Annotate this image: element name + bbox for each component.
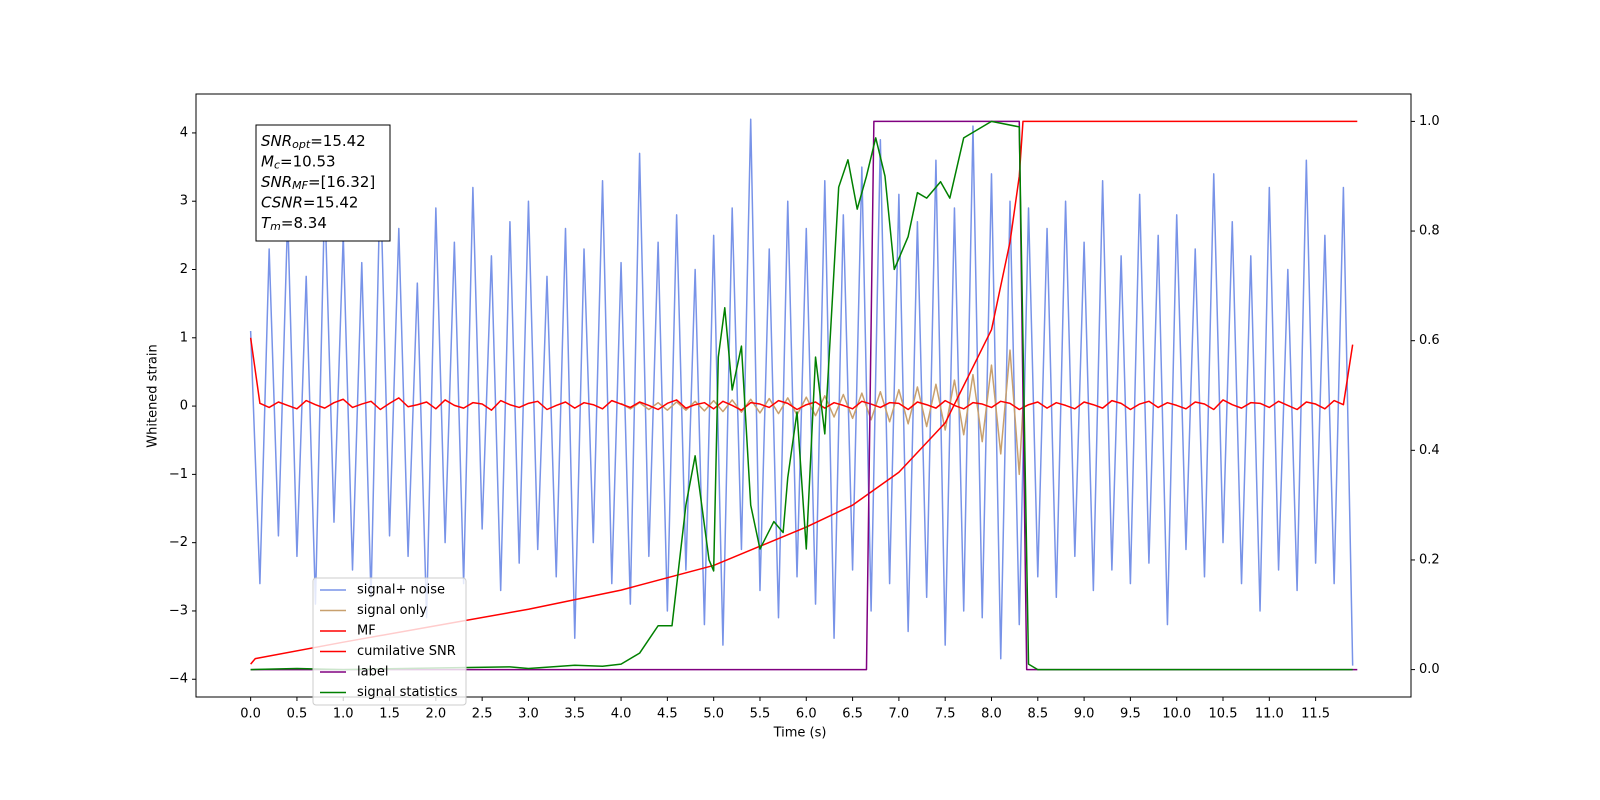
annotation-symbol: SNR (261, 173, 292, 191)
y-tick-label: −1 (169, 467, 188, 482)
annotation: Tm=8.34 (261, 214, 327, 234)
plot-frame (195, 93, 1412, 698)
x-tick-label: 4.5 (657, 707, 678, 722)
annotation-subscript: MF (292, 179, 308, 192)
y-tick-label: −3 (169, 603, 188, 618)
x-tick-label: 2.5 (472, 707, 493, 722)
y2-tick-label: 0.0 (1419, 662, 1440, 677)
x-axis-label: Time (s) (773, 726, 827, 741)
y-tick-label: 3 (180, 194, 188, 209)
x-tick-label: 3.5 (564, 707, 585, 722)
legend-label: label (357, 665, 388, 680)
x-tick-label: 0.0 (240, 707, 261, 722)
legend-label: signal+ noise (357, 583, 445, 598)
x-tick-label: 6.5 (842, 707, 863, 722)
x-tick-label: 5.5 (750, 707, 771, 722)
x-tick-label: 1.5 (379, 707, 400, 722)
x-tick-label: 5.0 (703, 707, 724, 722)
y2-tick-label: 0.6 (1419, 333, 1440, 348)
y-tick-label: 0 (180, 399, 188, 414)
annotation-text: =15.42 (310, 132, 366, 150)
y2-tick-label: 0.4 (1419, 443, 1440, 458)
series-line (249, 337, 1354, 411)
y2-tick-label: 0.8 (1419, 224, 1440, 239)
annotation: Mc=10.53 (261, 152, 336, 172)
y-tick-label: −2 (169, 535, 188, 550)
annotation-symbol: CSNR (261, 193, 303, 211)
x-tick-label: 8.5 (1027, 707, 1048, 722)
y-tick-label: 1 (180, 330, 188, 345)
x-tick-label: 11.0 (1255, 707, 1284, 722)
x-tick-label: 9.5 (1120, 707, 1141, 722)
x-tick-label: 11.5 (1301, 707, 1330, 722)
y-tick-label: 4 (180, 125, 188, 140)
annotation-text: =8.34 (281, 214, 327, 232)
x-tick-label: 1.0 (333, 707, 354, 722)
y2-tick-label: 0.2 (1419, 552, 1440, 567)
y2-tick-label: 1.0 (1419, 114, 1440, 129)
annotation: SNRopt=15.42 (261, 132, 366, 152)
annotation-subscript: c (274, 159, 280, 172)
x-tick-label: 7.5 (935, 707, 956, 722)
annotation-text: =15.42 (303, 193, 359, 211)
x-tick-label: 7.0 (889, 707, 910, 722)
series-line (249, 118, 1354, 666)
y-tick-label: −4 (169, 672, 188, 687)
legend-label: signal statistics (357, 685, 458, 700)
annotation-symbol: M (261, 152, 274, 170)
series-line (250, 120, 1353, 671)
x-tick-label: 0.5 (287, 707, 308, 722)
annotation-symbol: SNR (261, 132, 292, 150)
x-tick-label: 10.0 (1162, 707, 1191, 722)
annotation-box (255, 124, 391, 242)
legend-label: MF (357, 624, 376, 639)
legend-box (312, 577, 467, 706)
annotation-symbol: T (261, 214, 272, 232)
y-axis-label: Whitened strain (146, 344, 161, 447)
annotation-text: =[16.32] (308, 173, 375, 191)
x-tick-label: 6.0 (796, 707, 817, 722)
annotation: SNRMF=[16.32] (261, 173, 375, 193)
x-tick-label: 10.5 (1209, 707, 1238, 722)
annotation: CSNR=15.42 (261, 193, 358, 211)
x-tick-label: 2.0 (426, 707, 447, 722)
annotation-subscript: m (270, 220, 281, 233)
y-tick-label: 2 (180, 262, 188, 277)
x-tick-label: 9.0 (1074, 707, 1095, 722)
annotation-subscript: opt (292, 138, 311, 151)
x-tick-label: 8.0 (981, 707, 1002, 722)
legend-label: cumilative SNR (357, 644, 456, 659)
legend-label: signal only (357, 603, 427, 618)
x-tick-label: 4.0 (611, 707, 632, 722)
x-tick-label: 3.0 (518, 707, 539, 722)
annotation-text: =10.53 (280, 152, 336, 170)
